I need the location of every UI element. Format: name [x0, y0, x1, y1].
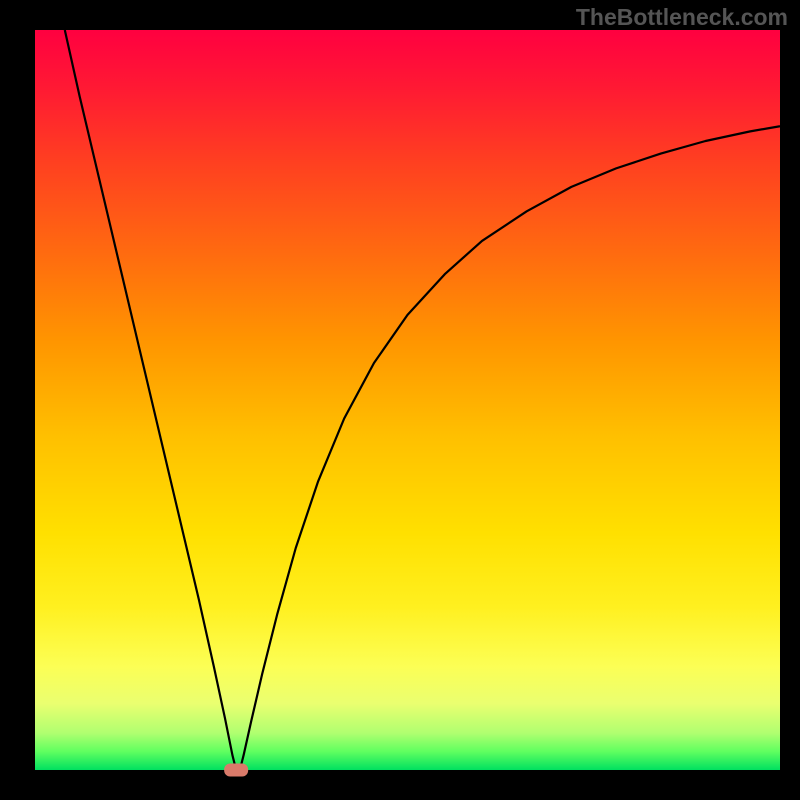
optimal-point-marker	[224, 764, 248, 777]
chart-frame: TheBottleneck.com	[0, 0, 800, 800]
watermark-text: TheBottleneck.com	[576, 4, 788, 31]
gradient-background	[35, 30, 780, 770]
bottleneck-chart	[0, 0, 800, 800]
